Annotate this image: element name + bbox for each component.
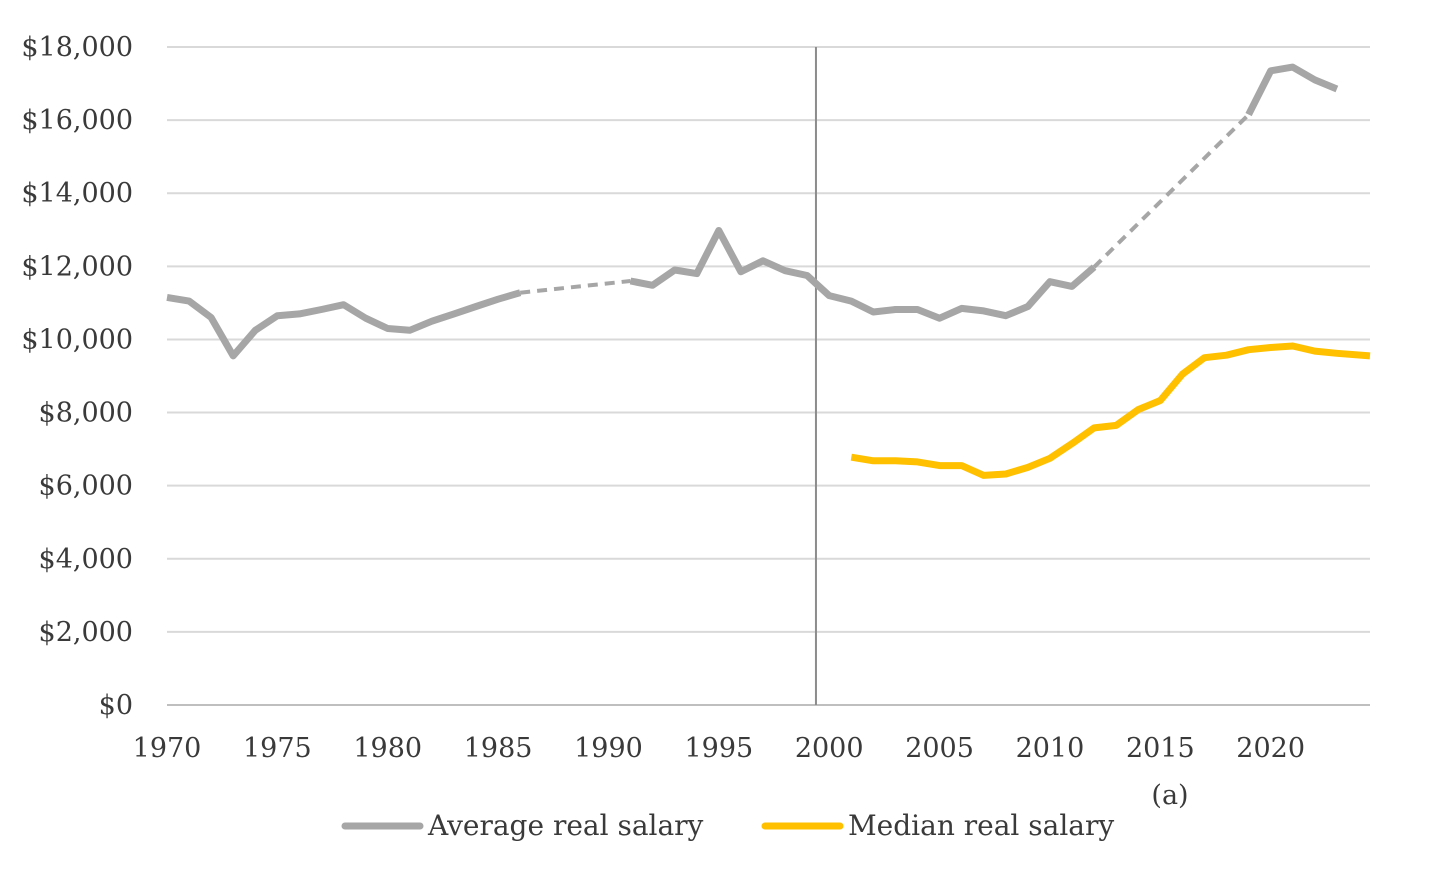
x-tick-label: 1995 xyxy=(684,733,753,764)
y-tick-label: $16,000 xyxy=(21,105,133,136)
y-tick-label: $4,000 xyxy=(39,544,133,575)
gridlines xyxy=(167,46,1370,706)
y-tick-label: $14,000 xyxy=(21,178,133,209)
average-real-salary-line xyxy=(629,227,1097,322)
y-tick-label: $10,000 xyxy=(21,324,133,355)
legend-label: Median real salary xyxy=(848,809,1114,842)
x-tick-label: 2000 xyxy=(795,733,864,764)
x-tick-label: 1990 xyxy=(574,733,643,764)
series-lines xyxy=(166,63,1371,479)
x-tick-label: 2015 xyxy=(1126,733,1195,764)
x-tick-label: 1975 xyxy=(243,733,312,764)
y-tick-label: $6,000 xyxy=(39,471,133,502)
y-tick-label: $2,000 xyxy=(39,617,133,648)
chart-annotation: (a) xyxy=(1151,780,1188,811)
series-interpolated-segment xyxy=(1092,113,1251,269)
legend-label: Average real salary xyxy=(427,809,704,842)
average-real-salary-line xyxy=(1245,63,1339,117)
y-axis-tick-labels: $0 $2,000 $4,000 $6,000 $8,000 $10,000 $12,000… xyxy=(21,32,133,721)
series-interpolated-segment xyxy=(519,279,631,295)
y-tick-label: $12,000 xyxy=(21,251,133,282)
x-tick-label: 2010 xyxy=(1016,733,1085,764)
x-tick-label: 2005 xyxy=(905,733,974,764)
y-tick-label: $18,000 xyxy=(21,32,133,63)
average-real-salary-line xyxy=(166,289,522,360)
y-tick-label: $0 xyxy=(99,690,133,721)
x-axis-tick-labels: 1970 1975 1980 1985 1990 1995 2000 2005 2010 2015… xyxy=(133,733,1305,764)
x-tick-label: 2020 xyxy=(1236,733,1305,764)
x-tick-label: 1980 xyxy=(353,733,422,764)
median-real-salary-line xyxy=(850,342,1371,479)
x-tick-label: 1985 xyxy=(464,733,533,764)
legend: Average real salary Median real salary xyxy=(341,809,1114,842)
y-tick-label: $8,000 xyxy=(39,398,133,429)
x-tick-label: 1970 xyxy=(133,733,202,764)
